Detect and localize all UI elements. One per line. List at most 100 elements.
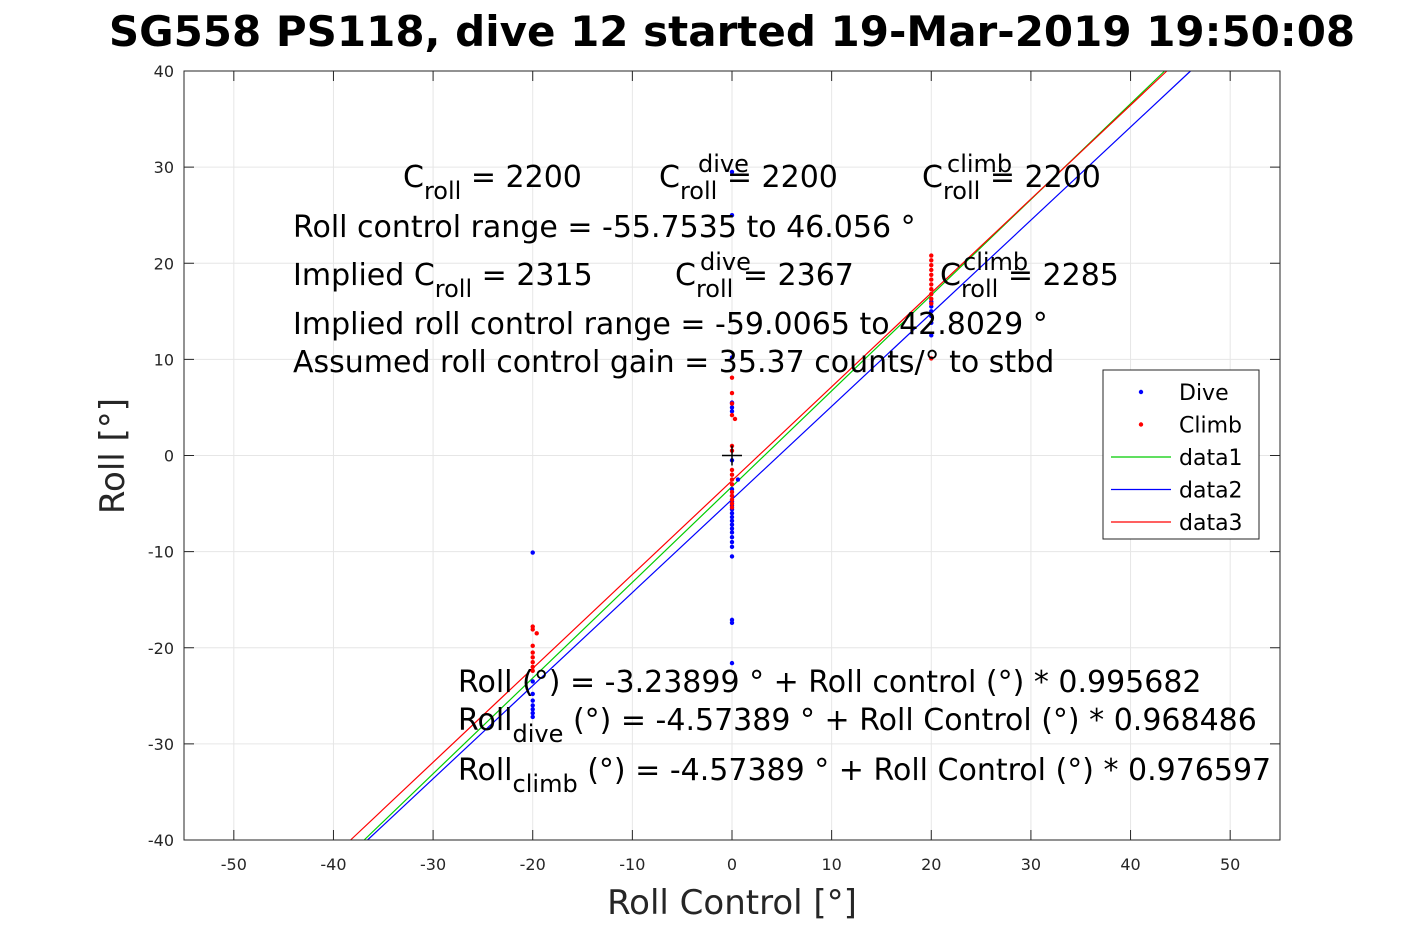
climb-point	[732, 416, 738, 422]
legend-label-data2: data2	[1179, 479, 1243, 504]
climb-point	[729, 477, 735, 482]
climb-point	[530, 643, 535, 649]
annotation-c-roll-dive: Croll = 2200	[659, 160, 838, 205]
annotation-implied-c-dive-sup: dive	[700, 248, 751, 276]
y-tick-label: -40	[148, 831, 174, 850]
annotation-range: Roll control range = -55.7535 to 46.056 …	[293, 210, 916, 245]
y-tick-label: 40	[154, 62, 174, 81]
annotation-c-roll: Croll = 2200	[403, 160, 582, 205]
climb-point	[729, 489, 735, 495]
annotation-c-roll-climb-sup: climb	[947, 150, 1012, 178]
dive-point	[729, 554, 735, 559]
y-tick-label: 10	[154, 350, 174, 369]
dive-point	[729, 510, 735, 516]
climb-point	[729, 482, 735, 487]
x-tick-label: 10	[821, 855, 841, 874]
annotation-implied-c-climb: Croll = 2285	[940, 258, 1119, 303]
dive-point	[729, 514, 735, 520]
climb-point	[929, 258, 934, 263]
annotation-implied-c-climb-sup: climb	[963, 248, 1028, 276]
climb-point	[530, 659, 535, 665]
climb-point	[929, 356, 934, 361]
dive-point	[530, 707, 535, 712]
climb-point	[530, 664, 535, 670]
climb-point	[729, 497, 735, 502]
x-tick-label: 0	[727, 855, 737, 874]
data2-line	[367, 70, 1191, 841]
dive-point	[530, 550, 535, 555]
climb-point	[929, 253, 934, 258]
x-tick-label: 50	[1220, 855, 1240, 874]
climb-point	[929, 277, 934, 282]
dive-point	[729, 522, 735, 527]
x-tick-label: -50	[221, 855, 247, 874]
dive-point	[929, 333, 934, 338]
climb-point	[929, 267, 934, 273]
legend-label-climb: Climb	[1179, 414, 1242, 439]
dive-point	[530, 703, 535, 708]
dive-point	[729, 409, 735, 414]
dive-point	[530, 714, 535, 720]
legend-label-dive: Dive	[1179, 381, 1229, 406]
climb-point	[729, 412, 735, 418]
annotation-fit-dive: Rolldive (°) = -4.57389 ° + Roll Control…	[458, 703, 1257, 748]
annotation-gain: Assumed roll control gain = 35.37 counts…	[293, 345, 1054, 380]
y-tick-label: -30	[148, 735, 174, 754]
climb-point	[929, 272, 934, 277]
x-tick-label: 20	[921, 855, 941, 874]
y-axis-label: Roll [°]	[93, 398, 133, 514]
climb-point	[929, 296, 934, 302]
climb-point	[929, 282, 934, 287]
legend-label-data3: data3	[1179, 511, 1243, 536]
x-axis-label: Roll Control [°]	[607, 883, 857, 923]
dive-point	[729, 620, 735, 625]
axis-ticks: -50 -40 -30 -20 -10 0 10 20 30 40 50 -40 -30 -20 -10 0 1…	[148, 62, 1280, 874]
legend-marker-dive	[1138, 389, 1144, 395]
dive-point	[530, 679, 535, 684]
annotation-fit-climb: Rollclimb (°) = -4.57389 ° + Roll Contro…	[458, 753, 1271, 798]
fit-lines	[350, 70, 1191, 841]
dive-point	[530, 698, 535, 703]
climb-point	[729, 390, 735, 396]
legend-label-data1: data1	[1179, 446, 1243, 471]
x-tick-label: 40	[1120, 855, 1140, 874]
y-tick-label: -20	[148, 639, 174, 658]
x-tick-label: -30	[420, 855, 446, 874]
annotation-fit-all: Roll (°) = -3.23899 ° + Roll control (°)…	[458, 665, 1202, 700]
dive-point	[729, 544, 735, 550]
climb-point	[530, 668, 535, 674]
climb-point	[729, 505, 735, 510]
dive-point	[729, 355, 735, 360]
climb-point	[534, 631, 539, 636]
legend-items: Dive Climb data1 data2 data3	[1111, 381, 1243, 536]
dive-point	[729, 518, 735, 524]
climb-point	[729, 472, 735, 477]
x-tick-label: -20	[520, 855, 546, 874]
dive-point	[729, 530, 735, 535]
climb-point	[929, 262, 934, 268]
climb-point	[929, 287, 934, 292]
legend-box	[1102, 369, 1260, 540]
climb-point	[929, 291, 934, 297]
x-tick-label: -40	[320, 855, 346, 874]
x-tick-label: 30	[1021, 855, 1041, 874]
chart-title: SG558 PS118, dive 12 started 19-Mar-2019…	[109, 7, 1355, 56]
annotation-c-roll-climb: Croll = 2200	[922, 160, 1101, 205]
dive-point	[929, 320, 934, 326]
y-tick-label: 20	[154, 254, 174, 273]
origin-marker	[722, 445, 742, 466]
climb-point	[530, 627, 535, 632]
climb-point	[729, 401, 735, 406]
annotation-implied-c-roll: Implied Croll = 2315	[293, 258, 593, 303]
dive-point	[929, 309, 934, 314]
data3-line	[350, 70, 1168, 841]
data-points	[530, 169, 934, 720]
climb-point	[729, 501, 735, 506]
climb-point	[530, 655, 535, 660]
dive-point	[729, 539, 735, 545]
y-tick-label: 30	[154, 158, 174, 177]
dive-point	[729, 169, 735, 175]
annotation-implied-range: Implied roll control range = -59.0065 to…	[293, 307, 1048, 342]
dive-point	[729, 212, 735, 218]
